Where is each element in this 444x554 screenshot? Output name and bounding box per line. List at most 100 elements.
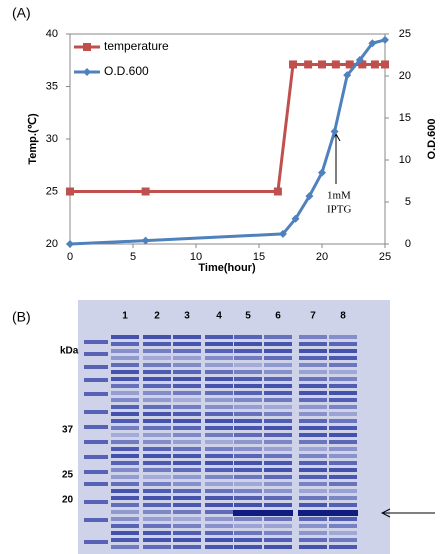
protein-band: [173, 335, 201, 339]
protein-band: [173, 384, 201, 388]
protein-band: [234, 405, 262, 409]
protein-band: [329, 524, 357, 528]
marker: [370, 60, 379, 69]
protein-band: [205, 356, 233, 360]
ladder-band: [84, 518, 108, 522]
annotation: 1mM: [327, 190, 351, 202]
gel-marker-label: 25: [62, 470, 74, 481]
marker: [331, 60, 340, 69]
protein-band: [329, 384, 357, 388]
marker: [278, 229, 287, 238]
x-tick-label: 0: [67, 251, 73, 263]
protein-band: [111, 524, 139, 528]
protein-band: [205, 545, 233, 549]
protein-band: [234, 489, 262, 493]
induced-band: [328, 510, 358, 516]
ladder-band: [84, 425, 108, 429]
ladder-band: [84, 482, 108, 486]
protein-band: [143, 384, 171, 388]
ladder-band: [84, 455, 108, 459]
protein-band: [264, 384, 292, 388]
induced-band: [298, 510, 328, 516]
protein-band: [173, 510, 201, 514]
ladder-band: [84, 340, 108, 344]
protein-band: [299, 489, 327, 493]
protein-band: [111, 454, 139, 458]
protein-band: [111, 363, 139, 367]
protein-band: [234, 503, 262, 507]
protein-band: [264, 349, 292, 353]
protein-band: [299, 433, 327, 437]
protein-band: [329, 538, 357, 542]
protein-band: [264, 482, 292, 486]
protein-band: [111, 419, 139, 423]
protein-band: [234, 545, 262, 549]
protein-band: [173, 419, 201, 423]
protein-band: [329, 482, 357, 486]
protein-band: [234, 517, 262, 521]
protein-band: [234, 377, 262, 381]
protein-band: [205, 447, 233, 451]
ladder-band: [84, 392, 108, 396]
protein-band: [205, 510, 233, 514]
protein-band: [143, 377, 171, 381]
protein-band: [143, 398, 171, 402]
protein-band: [205, 496, 233, 500]
protein-band: [329, 496, 357, 500]
protein-band: [111, 440, 139, 444]
protein-band: [173, 517, 201, 521]
protein-band: [143, 363, 171, 367]
protein-band: [111, 405, 139, 409]
protein-band: [173, 405, 201, 409]
protein-band: [329, 419, 357, 423]
protein-band: [234, 475, 262, 479]
protein-band: [173, 482, 201, 486]
protein-band: [264, 496, 292, 500]
protein-band: [299, 377, 327, 381]
x-tick-label: 15: [253, 251, 265, 263]
protein-band: [264, 447, 292, 451]
protein-band: [329, 454, 357, 458]
annotation-arrow: [331, 132, 341, 184]
protein-band: [264, 419, 292, 423]
protein-band: [234, 468, 262, 472]
protein-band: [111, 335, 139, 339]
protein-band: [329, 349, 357, 353]
protein-band: [143, 531, 171, 535]
protein-band: [264, 524, 292, 528]
protein-band: [111, 391, 139, 395]
protein-band: [329, 440, 357, 444]
marker: [289, 60, 298, 69]
protein-band: [264, 356, 292, 360]
panel-label: (A): [12, 5, 31, 21]
protein-band: [143, 461, 171, 465]
protein-band: [143, 349, 171, 353]
protein-band: [299, 524, 327, 528]
gel-unit: kDa: [60, 346, 79, 357]
protein-band: [299, 342, 327, 346]
protein-band: [299, 412, 327, 416]
protein-band: [143, 356, 171, 360]
protein-band: [143, 468, 171, 472]
protein-band: [329, 447, 357, 451]
protein-band: [234, 412, 262, 416]
panel-label: (B): [12, 309, 31, 325]
protein-band: [111, 468, 139, 472]
protein-band: [111, 545, 139, 549]
protein-band: [329, 398, 357, 402]
protein-band: [205, 468, 233, 472]
protein-band: [264, 342, 292, 346]
protein-band: [329, 405, 357, 409]
marker: [141, 236, 150, 245]
protein-band: [329, 370, 357, 374]
protein-band: [143, 412, 171, 416]
y-tick-label: 30: [46, 133, 58, 145]
band-arrow: [380, 508, 435, 518]
protein-band: [143, 489, 171, 493]
protein-band: [299, 454, 327, 458]
protein-band: [173, 363, 201, 367]
lane-label: 7: [310, 311, 316, 322]
protein-band: [234, 461, 262, 465]
y-tick-label: 20: [46, 238, 58, 250]
